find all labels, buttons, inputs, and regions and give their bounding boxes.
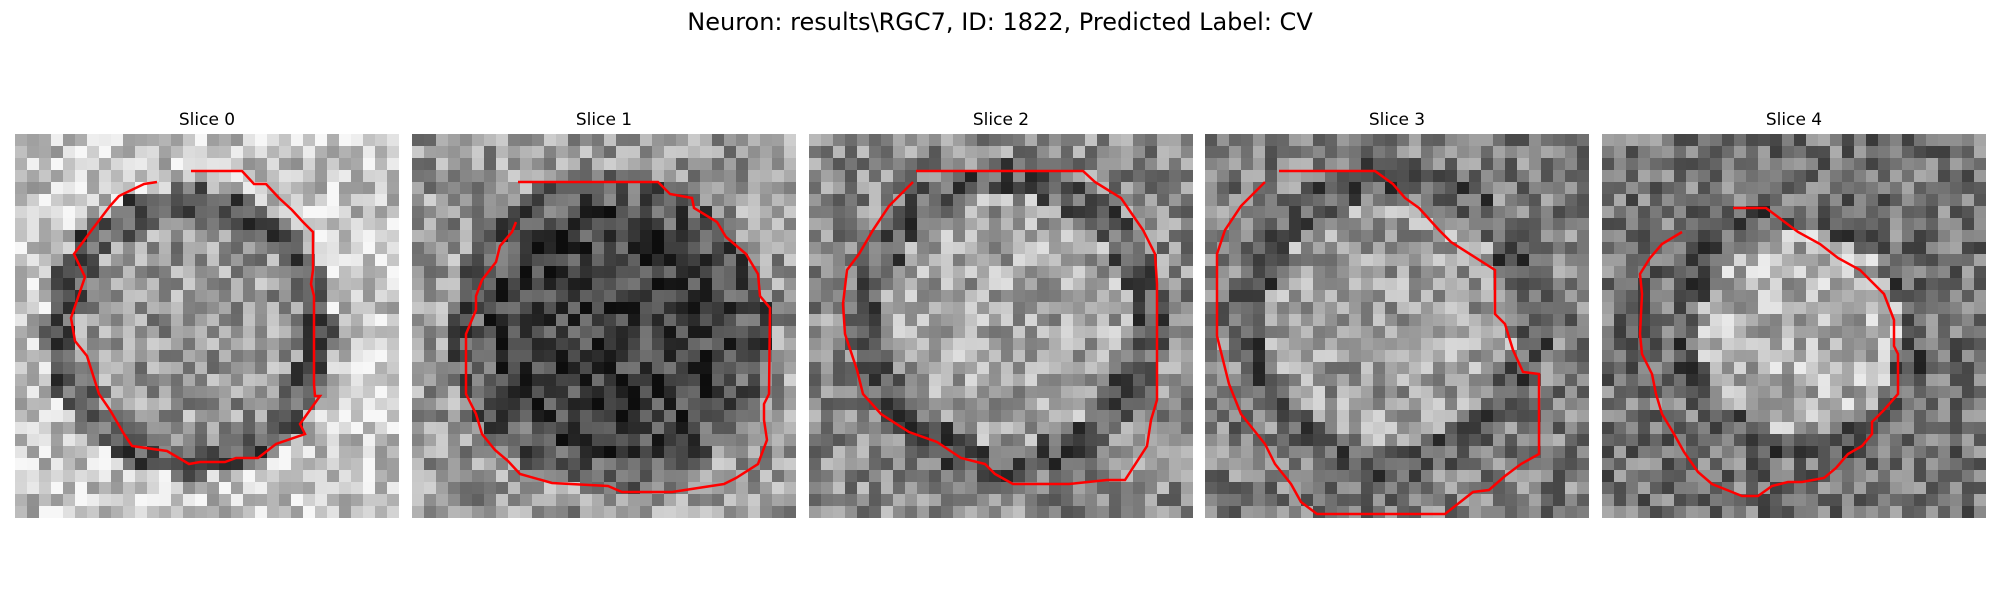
grayscale-slice: [412, 134, 796, 518]
grayscale-slice: [15, 134, 399, 518]
roi-contour: [1638, 206, 1900, 498]
slice-image: [809, 134, 1193, 518]
slice-title: Slice 1: [575, 110, 633, 130]
slice-image: [1205, 134, 1589, 518]
grayscale-slice: [809, 134, 1193, 518]
slice-image: [15, 134, 399, 518]
slice-title: Slice 0: [178, 110, 236, 130]
roi-contour: [1215, 169, 1541, 516]
slice-title: Slice 2: [972, 110, 1030, 130]
slice-image: [412, 134, 796, 518]
slice-title: Slice 4: [1765, 110, 1823, 130]
figure-title: Neuron: results\RGC7, ID: 1822, Predicte…: [687, 8, 1313, 36]
slice-title: Slice 3: [1368, 110, 1426, 130]
grayscale-slice: [1602, 134, 1986, 518]
roi-contour: [841, 169, 1159, 486]
roi-contour: [69, 169, 323, 466]
roi-contour: [464, 180, 772, 494]
slice-image: [1602, 134, 1986, 518]
